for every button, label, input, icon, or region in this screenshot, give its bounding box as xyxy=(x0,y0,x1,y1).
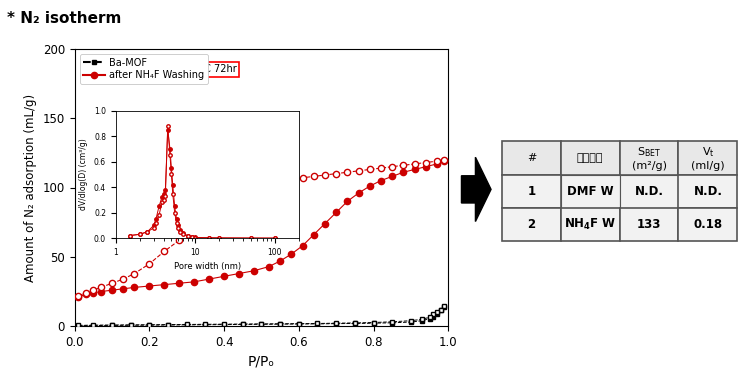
X-axis label: P/Pₒ: P/Pₒ xyxy=(248,354,275,369)
FancyArrow shape xyxy=(462,157,491,222)
Text: 180°C 72hr: 180°C 72hr xyxy=(181,64,237,74)
X-axis label: Pore width (nm): Pore width (nm) xyxy=(174,262,241,272)
Legend: Ba-MOF  , after NH₄F Washing: Ba-MOF , after NH₄F Washing xyxy=(80,54,208,84)
Y-axis label: Amount of N₂ adsorption (mL/g): Amount of N₂ adsorption (mL/g) xyxy=(24,93,37,282)
Y-axis label: dV/dlog(D) (cm³/g): dV/dlog(D) (cm³/g) xyxy=(79,138,88,210)
Text: * N₂ isotherm: * N₂ isotherm xyxy=(7,11,122,26)
